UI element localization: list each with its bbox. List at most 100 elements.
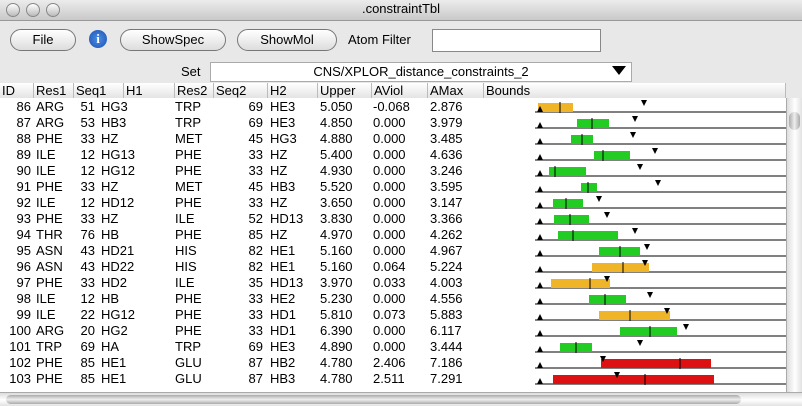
- table-cell: HE1: [270, 259, 296, 274]
- table-cell: 69: [248, 339, 263, 354]
- info-button[interactable]: i: [89, 30, 107, 48]
- table-cell: 0.064: [373, 259, 406, 274]
- table-cell: HG2: [101, 323, 128, 338]
- table-cell: 86: [16, 99, 31, 114]
- showmol-button[interactable]: ShowMol: [237, 29, 337, 51]
- column-header: ID: [0, 83, 34, 98]
- table-cell: 4.930: [320, 163, 353, 178]
- table-cell: 96: [16, 259, 31, 274]
- table-cell: MET: [175, 179, 203, 194]
- table-cell: 4.780: [320, 371, 353, 386]
- table-cell: MET: [175, 131, 203, 146]
- table-cell: HA: [101, 339, 120, 354]
- upper-bound: [604, 276, 610, 282]
- table-cell: PHE: [175, 227, 202, 242]
- bounds-bar: [589, 295, 626, 304]
- lower-bound: [537, 378, 543, 384]
- table-cell: 94: [16, 227, 31, 242]
- table-cell: THR: [36, 227, 63, 242]
- column-header: AMax: [428, 83, 484, 98]
- table-cell: 5.230: [320, 291, 353, 306]
- table-cell: 0.000: [373, 323, 406, 338]
- vertical-scrollbar[interactable]: [786, 98, 802, 392]
- table-cell: 12: [80, 147, 95, 162]
- lower-bound: [537, 362, 543, 368]
- table-cell: 45: [248, 131, 263, 146]
- table-cell: PHE: [175, 291, 202, 306]
- upper-bound: [604, 212, 610, 218]
- table-cell: ILE: [36, 163, 56, 178]
- table-cell: 5.883: [430, 307, 463, 322]
- table-cell: 33: [248, 323, 263, 338]
- lower-bound: [537, 314, 543, 320]
- table-cell: 33: [248, 147, 263, 162]
- table-cell: ILE: [36, 147, 56, 162]
- table-cell: 0.000: [373, 163, 406, 178]
- table-cell: 0.000: [373, 291, 406, 306]
- set-select[interactable]: CNS/XPLOR_distance_constraints_2: [210, 62, 632, 82]
- table-cell: PHE: [36, 211, 63, 226]
- table-cell: 5.050: [320, 99, 353, 114]
- table-cell: 0.000: [373, 115, 406, 130]
- filter-input[interactable]: [432, 29, 601, 52]
- table-cell: HD13: [270, 211, 304, 226]
- scroll-thumb[interactable]: [789, 112, 800, 130]
- bounds-bar: [538, 103, 573, 112]
- table-cell: HD12: [101, 195, 135, 210]
- table-cell: 43: [80, 259, 95, 274]
- table-cell: HE3: [270, 115, 296, 130]
- close-button[interactable]: [6, 3, 20, 17]
- table-cell: HG3: [270, 131, 297, 146]
- table-cell: ILE: [36, 291, 56, 306]
- upper-bound: [630, 132, 636, 138]
- lower-bound: [537, 202, 543, 208]
- table-cell: 12: [80, 163, 95, 178]
- table-cell: ILE: [36, 307, 56, 322]
- table-cell: HE1: [101, 355, 127, 370]
- scroll-thumb[interactable]: [6, 395, 741, 404]
- set-label: Set: [181, 64, 201, 79]
- table-cell: 45: [248, 179, 263, 194]
- upper-bound: [632, 228, 638, 234]
- table-cell: ILE: [175, 275, 195, 290]
- title-bar: .constraintTbl: [0, 0, 802, 21]
- upper-bound: [652, 148, 658, 154]
- table-cell: TRP: [175, 339, 201, 354]
- zoom-button[interactable]: [46, 3, 60, 17]
- table-cell: TRP: [36, 339, 62, 354]
- table-cell: 2.876: [430, 99, 463, 114]
- table-cell: 51: [80, 99, 95, 114]
- table-cell: 33: [248, 163, 263, 178]
- table-cell: 2.511: [373, 371, 405, 386]
- table-cell: ARG: [36, 99, 65, 114]
- bounds-bar: [553, 199, 583, 208]
- table-cell: HG3: [101, 99, 128, 114]
- table-cell: PHE: [36, 179, 63, 194]
- table-cell: 33: [248, 195, 263, 210]
- table-cell: 7.186: [430, 355, 463, 370]
- table-cell: 103: [9, 371, 31, 386]
- table-cell: 12: [80, 195, 95, 210]
- table-cell: TRP: [175, 115, 201, 130]
- table-cell: 85: [248, 227, 263, 242]
- table-cell: HD1: [270, 307, 297, 322]
- table-cell: ASN: [36, 259, 63, 274]
- table-cell: 4.003: [430, 275, 463, 290]
- upper-bound: [642, 260, 648, 266]
- table-cell: 89: [16, 147, 31, 162]
- table-cell: HD2: [101, 275, 128, 290]
- table-cell: 4.890: [320, 339, 353, 354]
- table-cell: 0.000: [373, 243, 406, 258]
- file-button[interactable]: File: [10, 29, 76, 51]
- table-cell: 33: [80, 131, 95, 146]
- showspec-button[interactable]: ShowSpec: [120, 29, 226, 51]
- table-cell: HB3: [101, 115, 127, 130]
- table-cell: 0.000: [373, 195, 406, 210]
- minimize-button[interactable]: [26, 3, 40, 17]
- table-cell: 3.444: [430, 339, 463, 354]
- lower-bound: [537, 250, 543, 256]
- table-cell: 91: [16, 179, 31, 194]
- horizontal-scrollbar[interactable]: [0, 392, 802, 406]
- dropdown-arrow[interactable]: [612, 66, 626, 76]
- lower-bound: [537, 218, 543, 224]
